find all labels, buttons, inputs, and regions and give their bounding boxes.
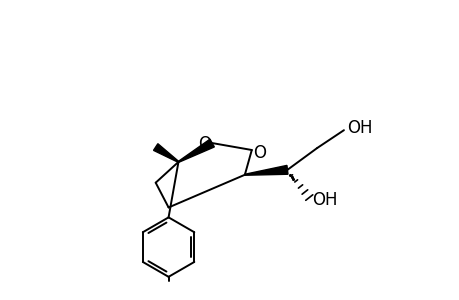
Text: O: O: [252, 144, 266, 162]
Polygon shape: [244, 165, 287, 175]
Polygon shape: [153, 144, 179, 162]
Text: OH: OH: [312, 190, 337, 208]
Text: OH: OH: [346, 119, 372, 137]
Polygon shape: [178, 139, 214, 162]
Text: O: O: [197, 135, 210, 153]
